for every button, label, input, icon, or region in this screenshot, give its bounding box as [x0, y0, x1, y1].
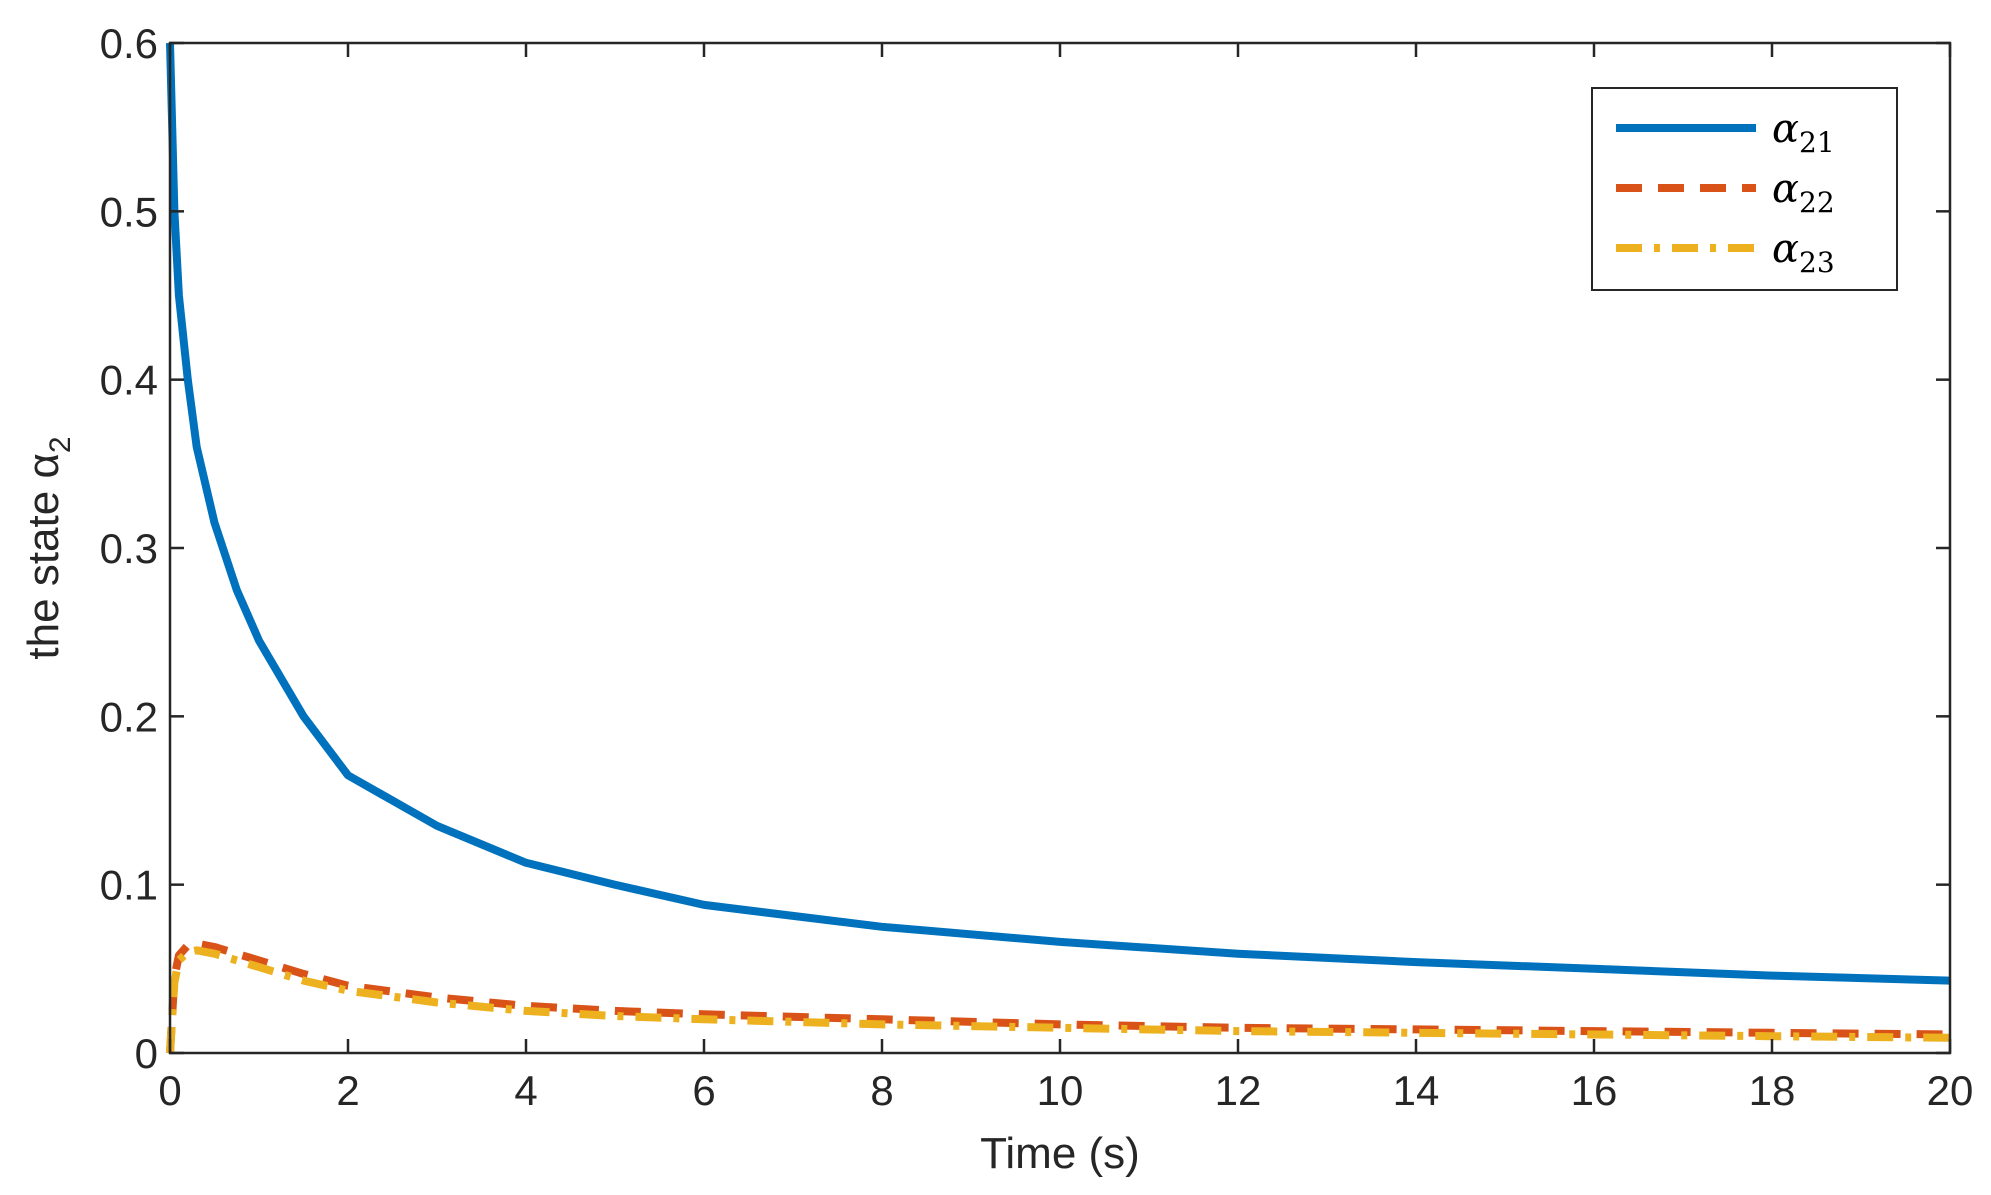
x-axis-title: Time (s)	[980, 1129, 1140, 1178]
legend-label-main: α	[1772, 106, 1799, 152]
legend-label-main: α	[1772, 166, 1799, 212]
axes-box	[168, 41, 1952, 1055]
x-tick-label: 6	[692, 1067, 715, 1114]
legend-label-2: α22	[1772, 166, 1835, 219]
legend-label-subscript: 22	[1799, 186, 1835, 219]
y-tick-label: 0.4	[100, 357, 158, 404]
series-line-3	[166, 946, 1951, 1054]
y-axis-title: the state α2	[19, 436, 77, 659]
legend-label-main: α	[1772, 226, 1799, 272]
y-axis-title-subscript: 2	[44, 436, 77, 453]
y-tick-label: 0.6	[100, 20, 158, 67]
x-tick-label: 16	[1571, 1067, 1618, 1114]
y-tick-label: 0	[135, 1030, 158, 1077]
x-tick-label: 12	[1215, 1067, 1262, 1114]
x-tick-labels: 0 2 4 6 8 10 12 14 16 18 20	[158, 1067, 1973, 1114]
x-tick-label: 8	[870, 1067, 893, 1114]
x-tick-label: 0	[158, 1067, 181, 1114]
y-axis-title-main: the state α	[19, 453, 68, 659]
y-tick-label: 0.3	[100, 525, 158, 572]
x-tick-label: 4	[514, 1067, 537, 1114]
series-line-1	[166, 42, 1951, 985]
x-tick-label: 10	[1037, 1067, 1084, 1114]
legend-label-1: α21	[1772, 106, 1835, 159]
series-layer	[166, 42, 1951, 1054]
y-tick-label: 0.2	[100, 693, 158, 740]
y-tick-labels: 0 0.1 0.2 0.3 0.4 0.5 0.6	[100, 20, 158, 1077]
x-tick-label: 18	[1749, 1067, 1796, 1114]
legend-label-subscript: 23	[1799, 246, 1835, 279]
y-tick-label: 0.5	[100, 188, 158, 235]
y-tick-label: 0.1	[100, 862, 158, 909]
x-tick-label: 20	[1927, 1067, 1974, 1114]
x-tick-label: 14	[1393, 1067, 1440, 1114]
legend-label-3: α23	[1772, 226, 1835, 279]
legend-label-subscript: 21	[1799, 126, 1835, 159]
x-tick-label: 2	[336, 1067, 359, 1114]
